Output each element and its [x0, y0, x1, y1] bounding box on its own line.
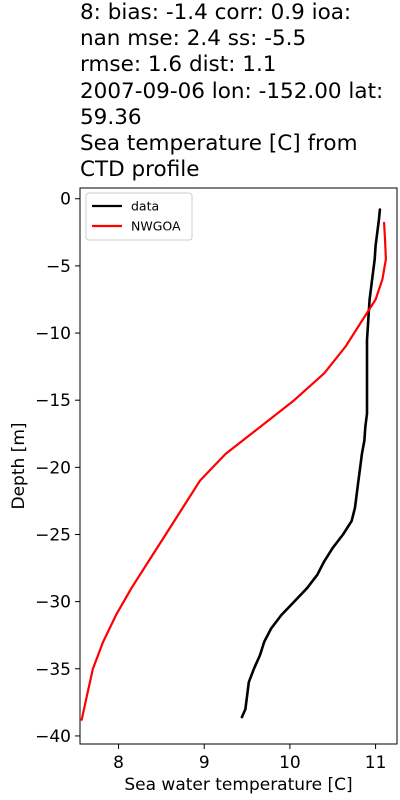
legend-label-nwgoa: NWGOA — [131, 219, 181, 234]
title-line: nan mse: 2.4 ss: -5.5 — [80, 26, 307, 52]
legend-box — [85, 192, 193, 241]
y-tick-label: −30 — [35, 593, 71, 613]
plot-layer — [80, 208, 387, 721]
chart-title: 8: bias: -1.4 corr: 0.9 ioa: nan mse: 2.… — [80, 0, 398, 183]
y-tick-label: −20 — [35, 458, 71, 478]
y-tick-label: −15 — [35, 391, 71, 411]
legend-label-data: data — [131, 199, 159, 214]
y-axis-label: Depth [m] — [9, 422, 29, 509]
y-tick-label: −35 — [35, 660, 71, 680]
ticks-layer: 8 9 10 11 0 −5 −10 −15 −20 −25 −30 −35 −40 — [35, 190, 386, 773]
title-line: CTD profile — [80, 157, 200, 183]
title-line: rmse: 1.6 dist: 1.1 — [80, 52, 277, 78]
title-line: Sea temperature [C] from — [80, 131, 358, 157]
series-line-data — [240, 208, 382, 719]
y-tick-label: −10 — [35, 324, 71, 344]
title-line: 59.36 — [80, 104, 142, 130]
title-line: 8: bias: -1.4 corr: 0.9 ioa: — [80, 0, 352, 25]
title-line: 2007-09-06 lon: -152.00 lat: — [80, 78, 384, 104]
x-tick-label: 10 — [279, 753, 301, 773]
y-tick-label: −5 — [46, 257, 71, 277]
x-tick-label: 9 — [199, 753, 210, 773]
y-tick-label: 0 — [60, 190, 71, 210]
series-line-nwgoa — [80, 221, 387, 721]
x-tick-label: 11 — [365, 753, 387, 773]
y-tick-label: −25 — [35, 525, 71, 545]
y-tick-label: −40 — [35, 727, 71, 747]
x-tick-label: 8 — [113, 753, 124, 773]
legend: data NWGOA — [85, 192, 193, 241]
plot-frame — [79, 187, 398, 745]
x-axis-label: Sea water temperature [C] — [124, 775, 352, 795]
